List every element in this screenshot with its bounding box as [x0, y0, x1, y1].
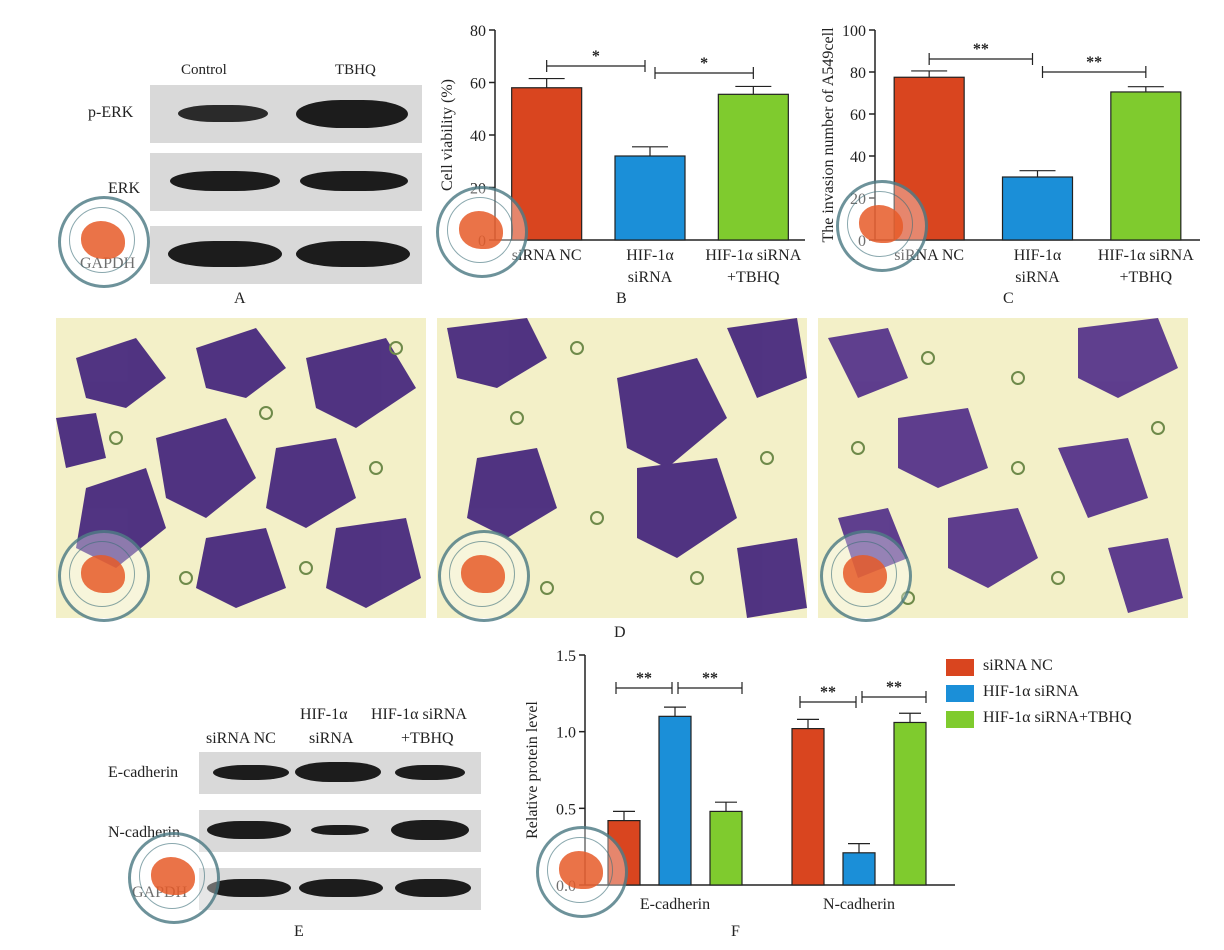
bar [791, 727, 825, 886]
blot-a-row-perk: p-ERK [88, 104, 134, 121]
blot-a-strip-erk [150, 153, 422, 211]
blot-e-strip-gapdh [199, 868, 481, 910]
bar [717, 93, 789, 241]
x-tick-label: siRNA NC [512, 247, 582, 264]
watermark-seal-icon [58, 530, 150, 622]
significance-label: * [700, 55, 708, 72]
blot-a-lane-control: Control [181, 62, 227, 78]
y-tick-label: 60 [470, 76, 486, 93]
blot-a-strip-gapdh [150, 226, 422, 284]
blot-e-lane-3b: +TBHQ [401, 730, 454, 747]
y-tick-label: 40 [470, 128, 486, 145]
legend-swatch-red [946, 659, 974, 676]
watermark-seal-icon [820, 530, 912, 622]
panel-label-e: E [294, 923, 304, 940]
y-tick-label: 80 [470, 23, 486, 40]
panel-label-f: F [731, 923, 740, 940]
watermark-seal-icon [536, 826, 628, 918]
blot-e-lane-2b: siRNA [309, 730, 354, 747]
panel-label-d: D [614, 624, 626, 641]
significance-label: ** [820, 684, 836, 701]
blot-e-row-ecad: E-cadherin [108, 764, 179, 781]
y-tick-label: 0.5 [556, 801, 576, 818]
x-tick-label: siRNA [628, 269, 673, 286]
micrograph-sirna-nc [56, 318, 426, 618]
x-tick-label: siRNA [1015, 269, 1060, 286]
watermark-seal-icon [128, 832, 220, 924]
y-axis-label: Relative protein level [524, 701, 541, 839]
blot-a-strip-perk [150, 85, 422, 143]
significance-label: ** [886, 679, 902, 696]
x-tick-label: E-cadherin [640, 896, 710, 913]
x-tick-label: HIF-1α siRNA [705, 247, 801, 264]
blot-e-lane-1: siRNA NC [206, 730, 276, 747]
bar [614, 155, 686, 241]
blot-a-lane-tbhq: TBHQ [335, 62, 376, 78]
panel-label-c: C [1003, 290, 1014, 307]
bar [1110, 91, 1182, 241]
bar [709, 810, 743, 886]
watermark-seal-icon [436, 186, 528, 278]
x-tick-label: +TBHQ [1120, 269, 1173, 286]
legend-swatch-green [946, 711, 974, 728]
y-tick-label: 100 [842, 23, 866, 40]
significance-label: ** [1086, 54, 1102, 71]
y-tick-label: 1.5 [556, 648, 576, 665]
significance-label: ** [636, 670, 652, 687]
y-tick-label: 1.0 [556, 725, 576, 742]
bar [893, 721, 927, 886]
y-tick-label: 40 [850, 149, 866, 166]
y-tick-label: 60 [850, 107, 866, 124]
y-axis-label: Cell viability (%) [439, 79, 456, 191]
x-tick-label: HIF-1α [626, 247, 674, 264]
blot-e-strip-ecad [199, 752, 481, 794]
panel-label-b: B [616, 290, 627, 307]
blot-e-lane-2a: HIF-1α [300, 706, 348, 723]
significance-label: * [592, 48, 600, 65]
bar [1001, 176, 1074, 241]
significance-label: ** [702, 670, 718, 687]
blot-e-lane-3a: HIF-1α siRNA [371, 706, 467, 723]
blot-a-row-erk: ERK [108, 180, 140, 197]
legend-label-3: HIF-1α siRNA+TBHQ [983, 709, 1132, 726]
significance-label: ** [973, 41, 989, 58]
blot-e-strip-ncad [199, 810, 481, 852]
bar [658, 715, 692, 886]
legend-label-1: siRNA NC [983, 657, 1053, 674]
watermark-seal-icon [438, 530, 530, 622]
y-axis-label: The invasion number of A549cell [820, 27, 837, 243]
watermark-seal-icon [58, 196, 150, 288]
legend-swatch-blue [946, 685, 974, 702]
x-tick-label: +TBHQ [727, 269, 780, 286]
legend-label-2: HIF-1α siRNA [983, 683, 1079, 700]
y-tick-label: 80 [850, 65, 866, 82]
x-tick-label: HIF-1α [1014, 247, 1062, 264]
bar [842, 852, 876, 886]
x-tick-label: HIF-1α siRNA [1098, 247, 1194, 264]
watermark-seal-icon [836, 180, 928, 272]
x-tick-label: N-cadherin [823, 896, 895, 913]
micrograph-hif1a-sirna [437, 318, 807, 618]
panel-label-a: A [234, 290, 246, 307]
